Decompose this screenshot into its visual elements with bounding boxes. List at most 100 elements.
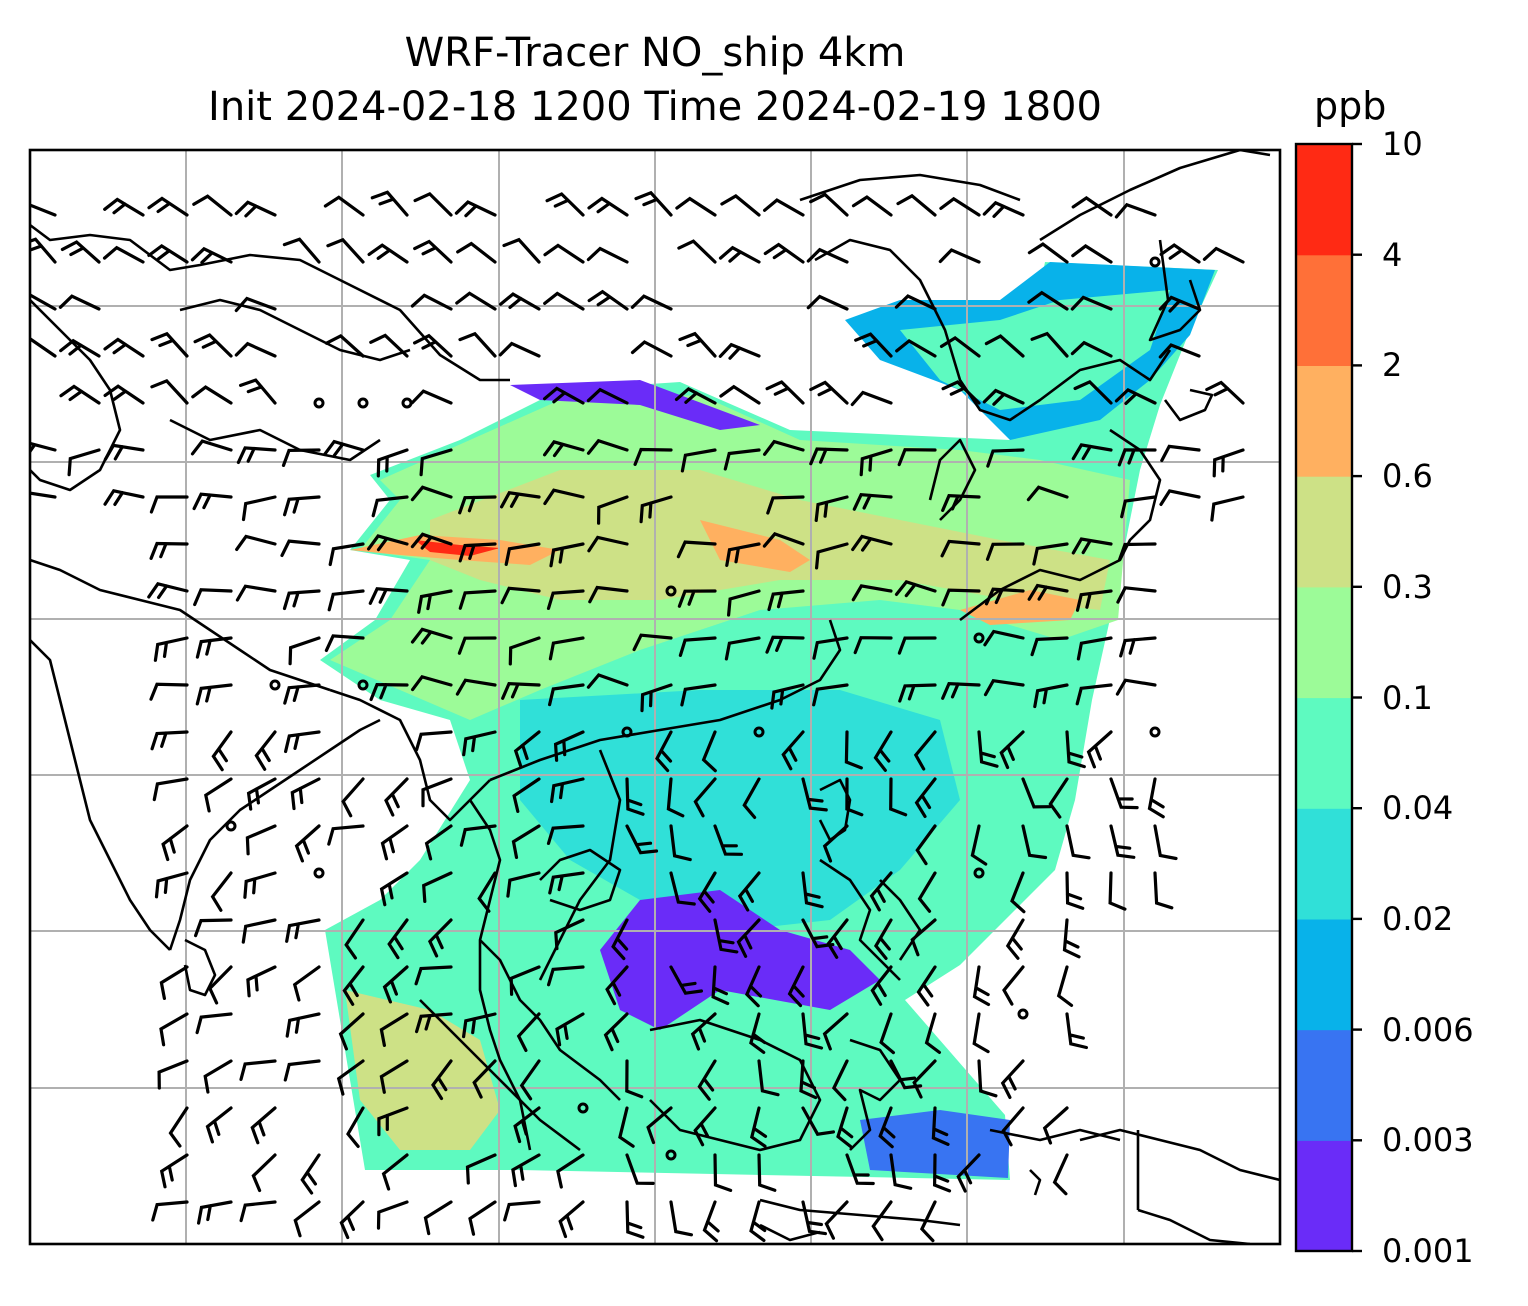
wind-barb xyxy=(1147,777,1165,819)
wind-barb xyxy=(149,682,189,701)
colorbar-unit-label: ppb xyxy=(1314,84,1387,128)
colorbar-segment xyxy=(1296,1140,1352,1252)
wind-barb xyxy=(192,492,233,511)
wind-barb xyxy=(313,867,325,879)
coast-malay xyxy=(479,939,621,1101)
wind-barb xyxy=(1115,678,1157,696)
wind-barb xyxy=(806,294,849,311)
coast-northern-asia xyxy=(799,173,1021,202)
wind-barb xyxy=(369,333,409,358)
field-region-maximum xyxy=(415,540,500,556)
wind-barb xyxy=(873,730,893,772)
wind-barb xyxy=(193,588,233,607)
wind-barb xyxy=(809,192,849,217)
wind-barb xyxy=(799,1059,818,1100)
wind-barb xyxy=(207,965,233,1005)
wind-barb xyxy=(713,1153,733,1192)
wind-barb xyxy=(983,678,1025,697)
wind-barb xyxy=(587,196,629,217)
wind-barb xyxy=(195,636,233,659)
wind-barb xyxy=(625,824,659,855)
wind-barb xyxy=(1108,871,1127,911)
wind-barb xyxy=(424,824,453,861)
coast-bay-of-bengal xyxy=(329,688,491,822)
wind-barb xyxy=(377,1106,409,1137)
wind-barb xyxy=(367,243,409,264)
wind-barb xyxy=(674,386,717,405)
wind-barb xyxy=(401,397,413,409)
coast-lesser-sunda xyxy=(1029,1169,1042,1196)
wind-barb xyxy=(1027,242,1069,264)
wind-barb xyxy=(853,636,893,655)
wind-barb xyxy=(757,1153,777,1192)
wind-barb xyxy=(718,342,761,360)
wind-barb xyxy=(153,636,189,662)
wind-barb xyxy=(984,334,1025,358)
wind-barb xyxy=(1149,256,1161,268)
map-title-line-2: Init 2024-02-18 1200 Time 2024-02-19 180… xyxy=(208,84,1102,130)
wind-barb xyxy=(977,1059,998,1098)
wind-barb xyxy=(639,495,673,524)
wind-barb xyxy=(556,1153,585,1189)
wind-barb xyxy=(370,190,409,217)
wind-barb xyxy=(67,448,101,477)
coast-india-north xyxy=(30,558,331,692)
wind-barb xyxy=(605,965,629,1006)
wind-barb xyxy=(147,243,189,264)
wind-barb xyxy=(693,777,717,818)
wind-barb xyxy=(462,1012,497,1039)
wind-barb xyxy=(932,1153,952,1193)
wind-barb xyxy=(327,589,365,612)
wind-barb xyxy=(1030,331,1069,358)
wind-barb xyxy=(513,1106,541,1144)
wind-barb xyxy=(859,448,893,477)
wind-barb xyxy=(147,581,189,599)
wind-barb xyxy=(917,871,937,913)
wind-barb xyxy=(1000,1059,1025,1099)
wind-barb xyxy=(462,730,497,757)
wind-barb xyxy=(324,333,365,358)
wind-barb xyxy=(543,440,585,458)
wind-barb xyxy=(713,824,743,856)
wind-barb xyxy=(147,196,189,217)
wind-barb xyxy=(725,542,761,567)
colorbar-segment xyxy=(1296,918,1352,1031)
wind-barb xyxy=(611,918,629,961)
wind-barb xyxy=(719,384,761,405)
wind-barb xyxy=(666,777,685,818)
wind-barb xyxy=(410,485,453,502)
wind-barb xyxy=(477,871,497,913)
wind-barb xyxy=(676,540,717,559)
wind-barb xyxy=(669,871,696,906)
wind-barb xyxy=(30,337,57,358)
wind-barb xyxy=(1159,489,1201,506)
colorbar-segment xyxy=(1296,365,1352,477)
field-region-high-ridge-east-2 xyxy=(960,590,1080,625)
wind-barb xyxy=(191,385,233,405)
coast-png-south xyxy=(1137,1208,1251,1244)
wind-barb xyxy=(327,824,365,846)
wind-barb xyxy=(1071,443,1113,461)
colorbar-segment xyxy=(1296,586,1352,699)
wind-barb xyxy=(30,203,57,217)
wind-barb xyxy=(415,730,453,752)
wind-barb xyxy=(680,448,717,473)
wind-barb xyxy=(702,1200,720,1243)
wind-barb xyxy=(632,633,673,652)
wind-barb xyxy=(290,777,321,811)
wind-barb xyxy=(369,682,409,702)
wind-barb xyxy=(59,338,101,358)
wind-barb xyxy=(915,824,937,866)
wind-barb xyxy=(665,1149,677,1161)
wind-barb xyxy=(384,777,409,817)
wind-barb xyxy=(548,871,585,895)
wind-barb xyxy=(154,871,189,899)
wind-barb xyxy=(410,389,453,405)
wind-barb xyxy=(210,871,233,912)
wind-barb xyxy=(410,293,453,311)
wind-barb xyxy=(850,390,893,407)
wind-barb xyxy=(972,965,991,1007)
wind-barb xyxy=(225,820,237,832)
wind-barb xyxy=(60,240,101,264)
wind-barb xyxy=(972,1012,990,1054)
